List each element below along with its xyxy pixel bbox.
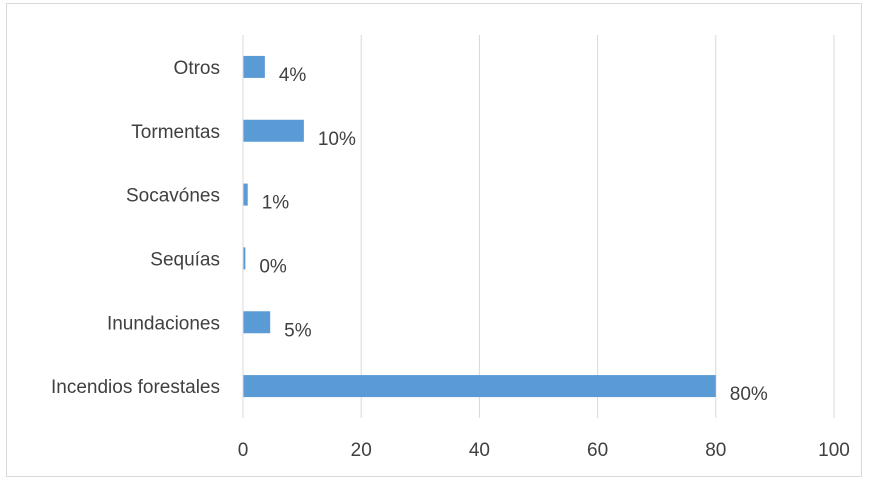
bar	[243, 311, 271, 334]
x-tick-label: 20	[351, 440, 372, 461]
category-labels: Incendios forestales Inundaciones Sequías S…	[51, 58, 220, 398]
x-tick-label: 0	[238, 440, 249, 461]
category-label: Sequías	[150, 249, 220, 270]
bar	[243, 375, 716, 398]
bar	[243, 119, 304, 142]
x-tick-label: 100	[818, 440, 850, 461]
x-tick-labels: 0 20 40 60 80 100	[238, 440, 850, 461]
data-labels: 80% 5% 0% 1% 10% 4%	[259, 65, 768, 405]
bar	[243, 247, 246, 270]
category-label: Otros	[174, 58, 220, 79]
category-label: Socavónes	[126, 186, 220, 207]
bar	[243, 183, 248, 206]
x-tick-label: 60	[587, 440, 608, 461]
data-label: 5%	[284, 320, 312, 341]
category-label: Incendios forestales	[51, 377, 220, 398]
x-tick-label: 40	[469, 440, 490, 461]
gridlines	[360, 35, 835, 418]
data-label: 4%	[279, 65, 307, 86]
x-tick-label: 80	[705, 440, 726, 461]
category-label: Inundaciones	[107, 313, 220, 334]
chart-frame	[6, 3, 862, 477]
bar	[243, 55, 265, 78]
data-label: 10%	[318, 129, 356, 150]
category-label: Tormentas	[131, 122, 220, 143]
bars	[243, 55, 716, 398]
data-label: 1%	[262, 193, 290, 214]
data-label: 80%	[730, 384, 768, 405]
data-label: 0%	[259, 256, 287, 277]
